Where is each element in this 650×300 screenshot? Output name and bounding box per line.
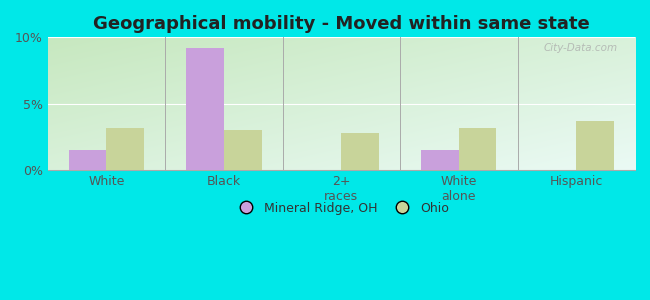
Bar bbox=[459, 128, 497, 170]
Bar bbox=[421, 150, 459, 170]
Bar bbox=[107, 128, 144, 170]
Title: Geographical mobility - Moved within same state: Geographical mobility - Moved within sam… bbox=[93, 15, 590, 33]
Bar bbox=[224, 130, 261, 170]
Bar bbox=[187, 48, 224, 170]
Text: City-Data.com: City-Data.com bbox=[543, 43, 618, 52]
Bar bbox=[577, 121, 614, 170]
Legend: Mineral Ridge, OH, Ohio: Mineral Ridge, OH, Ohio bbox=[229, 197, 454, 220]
Bar bbox=[341, 133, 379, 170]
Bar bbox=[69, 150, 107, 170]
